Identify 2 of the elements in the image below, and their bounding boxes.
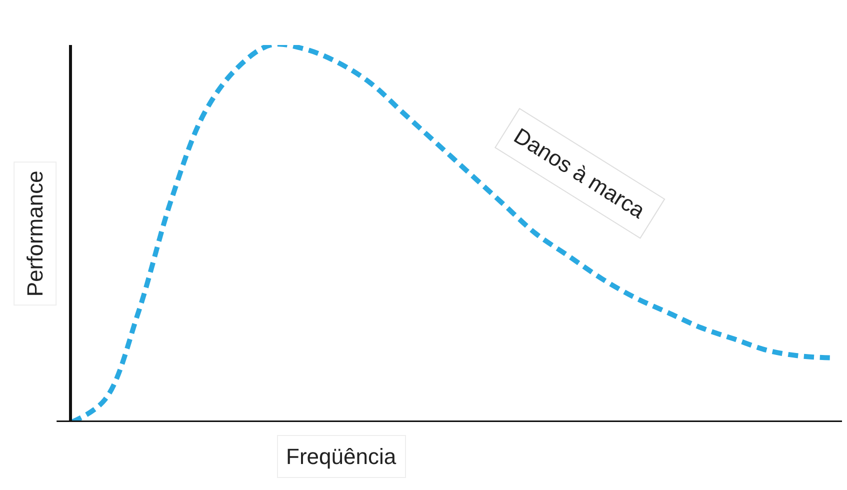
x-axis-title: Freqüência: [286, 444, 397, 469]
y-axis-title: Performance: [22, 170, 48, 297]
